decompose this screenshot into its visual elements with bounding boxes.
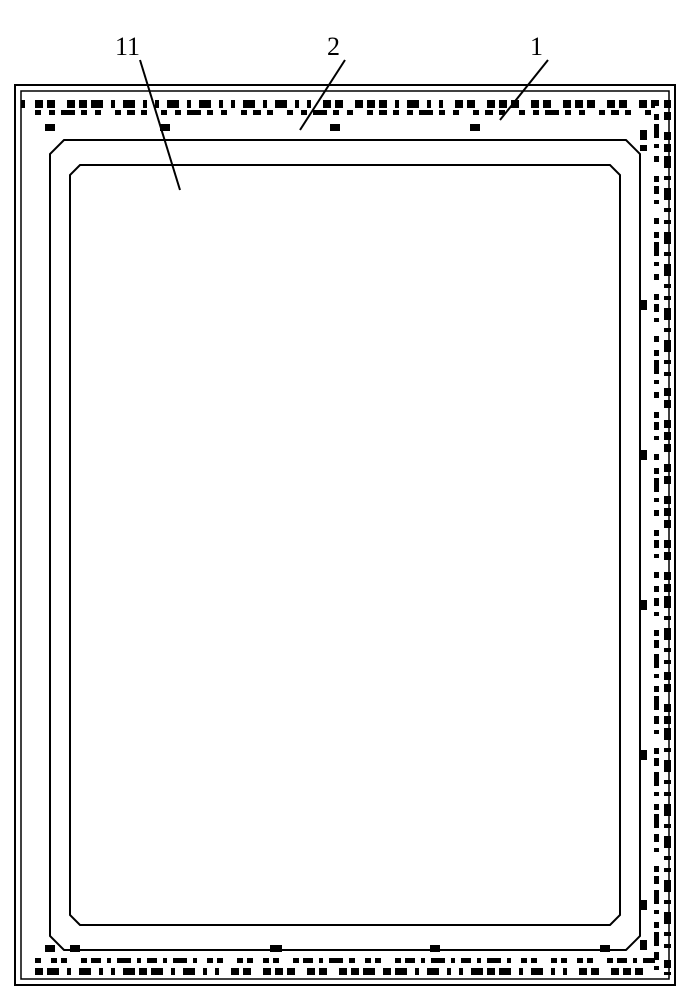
left-dash-col <box>21 100 25 108</box>
reference-label-11: 11 <box>115 32 140 61</box>
reference-label-1: 1 <box>530 32 543 61</box>
reference-label-2: 2 <box>327 32 340 61</box>
bottom-dash-row-1 <box>35 968 643 975</box>
inner-panel-inner <box>70 165 620 925</box>
